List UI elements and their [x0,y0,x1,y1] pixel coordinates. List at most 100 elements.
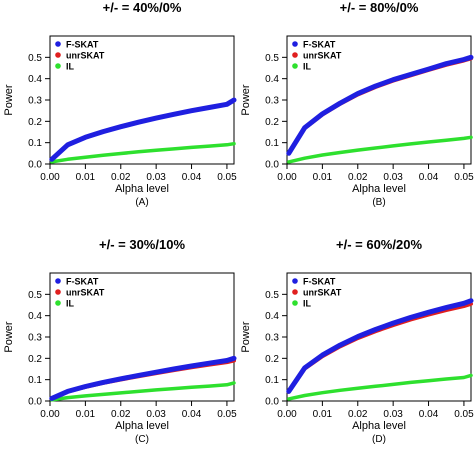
series-line-il [287,135,473,164]
x-tick-label: 0.01 [313,172,333,183]
legend-marker [55,41,61,47]
legend-label: unrSKAT [66,51,105,61]
y-tick-label: 0.1 [28,138,42,149]
y-tick-label: 0.2 [28,354,42,365]
x-tick-label: 0.03 [146,172,166,183]
legend-label: F-SKAT [66,40,99,50]
chart-title: +/- = 60%/20% [336,237,422,252]
y-axis-label: Power [240,321,252,353]
y-axis-label: Power [3,84,15,116]
legend-label: unrSKAT [303,51,342,61]
series-line-il [50,141,236,164]
legend-marker [55,63,61,69]
x-tick-label: 0.03 [383,172,403,183]
y-tick-label: 0.0 [265,397,279,408]
x-tick-label: 0.00 [277,409,297,420]
x-tick-label: 0.02 [111,409,131,420]
x-axis-label: Alpha level [352,420,406,432]
legend-label: F-SKAT [66,277,99,287]
panel-label: (A) [135,197,148,208]
x-tick-label: 0.05 [454,172,474,183]
panel-label: (C) [135,434,149,445]
y-tick-label: 0.0 [28,160,42,171]
legend-marker [292,300,298,306]
legend-marker [55,300,61,306]
y-tick-label: 0.1 [265,138,279,149]
x-tick-label: 0.02 [348,172,368,183]
y-tick-label: 0.4 [265,311,279,322]
chart-title: +/- = 40%/0% [103,0,182,15]
x-tick-label: 0.01 [76,409,96,420]
panel-label: (B) [372,197,385,208]
y-tick-label: 0.2 [28,117,42,128]
x-tick-label: 0.05 [454,409,474,420]
y-tick-label: 0.3 [265,333,279,344]
panel-a: +/- = 40%/0% 0.00 0.01 0.02 0.03 0.04 0.05 0.0 0… [3,0,237,208]
legend-marker [55,289,61,295]
legend-label: F-SKAT [303,40,336,50]
legend-marker [292,289,298,295]
series-line-f-skat [49,97,237,162]
legend-marker [292,41,298,47]
x-axis-label: Alpha level [115,420,169,432]
x-tick-label: 0.05 [217,172,237,183]
y-axis-label: Power [3,321,15,353]
x-tick-label: 0.04 [182,409,202,420]
legend-label: IL [303,62,312,72]
x-tick-label: 0.03 [383,409,403,420]
y-tick-label: 0.5 [28,290,42,301]
legend-marker [55,52,61,58]
x-tick-label: 0.02 [111,172,131,183]
y-tick-label: 0.4 [28,74,42,85]
x-axis-label: Alpha level [352,183,406,195]
x-tick-label: 0.03 [146,409,166,420]
chart-title: +/- = 30%/10% [99,237,185,252]
series-line-f-skat [49,355,237,401]
chart-title: +/- = 80%/0% [340,0,419,15]
series-line-f-skat [286,298,474,394]
x-tick-label: 0.05 [217,409,237,420]
y-tick-label: 0.5 [28,53,42,64]
y-tick-label: 0.4 [28,311,42,322]
legend-marker [292,52,298,58]
legend-label: F-SKAT [303,277,336,287]
y-tick-label: 0.1 [265,375,279,386]
y-tick-label: 0.3 [28,333,42,344]
x-tick-label: 0.01 [313,409,333,420]
legend-label: IL [66,62,75,72]
y-axis-label: Power [240,84,252,116]
panel-c: +/- = 30%/10% 0.00 0.01 0.02 0.03 0.04 0.05 0.0… [3,237,237,445]
y-tick-label: 0.5 [265,53,279,64]
y-tick-label: 0.0 [265,160,279,171]
x-axis-label: Alpha level [115,183,169,195]
x-tick-label: 0.04 [419,172,439,183]
x-tick-label: 0.01 [76,172,96,183]
y-tick-label: 0.2 [265,117,279,128]
y-tick-label: 0.3 [265,96,279,107]
series-line-il [50,381,236,402]
x-tick-label: 0.04 [182,172,202,183]
x-tick-label: 0.02 [348,409,368,420]
legend-label: IL [303,299,312,309]
y-tick-label: 0.1 [28,375,42,386]
legend-marker [55,278,61,284]
legend-label: IL [66,299,75,309]
legend-label: unrSKAT [303,288,342,298]
y-tick-label: 0.5 [265,290,279,301]
panel-b: +/- = 80%/0% 0.00 0.01 0.02 0.03 0.04 0.05 0.0 0… [240,0,474,208]
legend-marker [292,63,298,69]
legend-label: unrSKAT [66,288,105,298]
y-tick-label: 0.2 [265,354,279,365]
series-line-f-skat [286,54,474,156]
panel-d: +/- = 60%/20% 0.00 0.01 0.02 0.03 0.04 0.05 0.0… [240,237,474,445]
y-tick-label: 0.3 [28,96,42,107]
panel-label: (D) [372,434,386,445]
y-tick-label: 0.0 [28,397,42,408]
series-line-il [287,373,473,401]
x-tick-label: 0.00 [277,172,297,183]
x-tick-label: 0.00 [40,409,60,420]
y-tick-label: 0.4 [265,74,279,85]
x-tick-label: 0.00 [40,172,60,183]
x-tick-label: 0.04 [419,409,439,420]
